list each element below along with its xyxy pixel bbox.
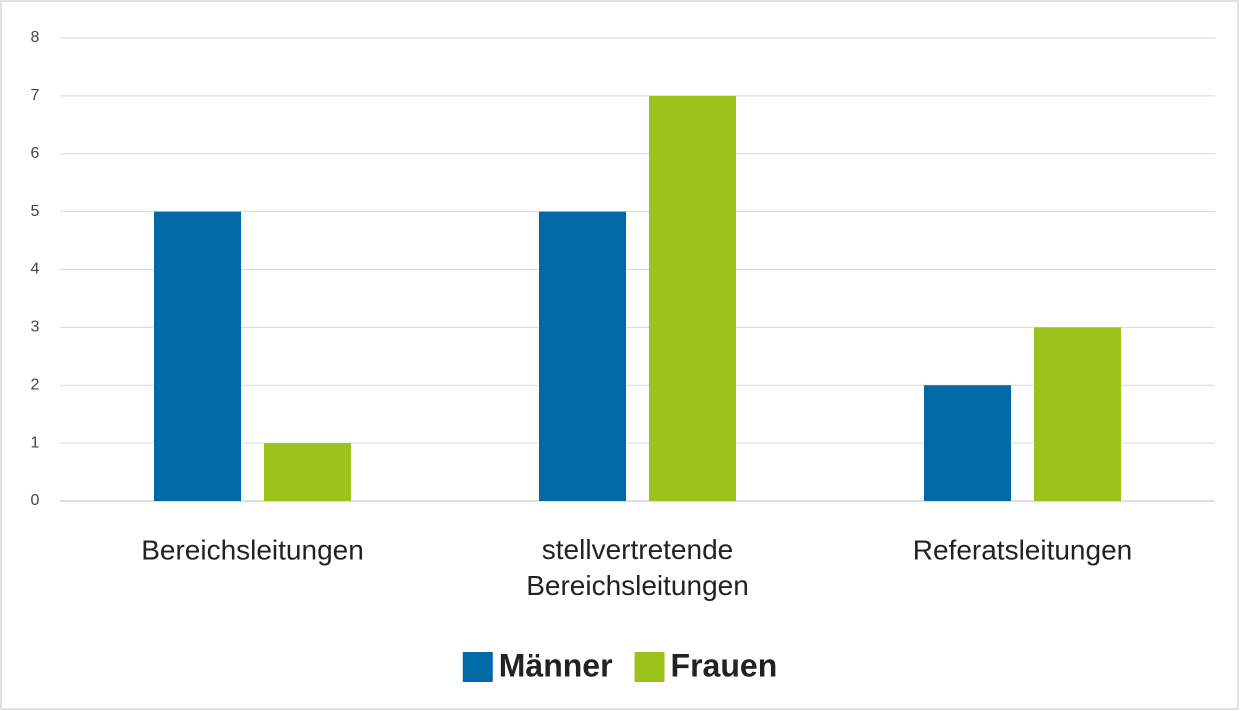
y-tick-label: 8 (31, 29, 40, 46)
y-tick-label: 3 (31, 319, 40, 336)
bar (924, 385, 1011, 501)
bar (264, 443, 351, 501)
legend-swatch (462, 652, 493, 682)
y-tick-label: 5 (31, 203, 40, 220)
y-tick-label: 2 (31, 376, 40, 393)
legend-label: Männer (499, 647, 613, 683)
y-tick-label: 1 (31, 434, 40, 451)
y-tick-label: 6 (31, 145, 40, 162)
x-tick-label: Bereichsleitungen (141, 534, 364, 565)
x-tick-label: Referatsleitungen (913, 534, 1132, 565)
legend-swatch (634, 652, 665, 682)
y-tick-label: 0 (31, 492, 40, 509)
legend-label: Frauen (671, 647, 778, 683)
bar (1034, 327, 1121, 501)
y-tick-label: 4 (31, 261, 40, 278)
bar (539, 211, 626, 501)
bar (154, 211, 241, 501)
x-tick-label: stellvertretende Bereichsleitungen (526, 534, 749, 601)
bar (649, 95, 736, 501)
y-tick-label: 7 (31, 87, 40, 104)
